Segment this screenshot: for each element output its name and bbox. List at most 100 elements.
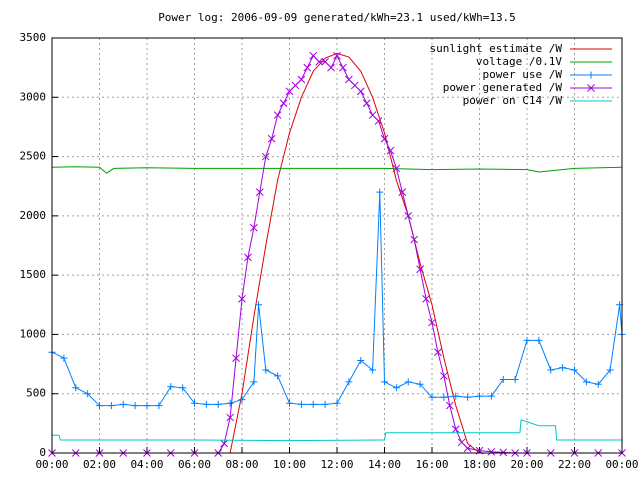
point-marker <box>333 399 341 407</box>
point-marker <box>345 378 353 386</box>
point-marker <box>238 295 246 303</box>
point-marker <box>357 357 365 365</box>
x-tick-label: 00:00 <box>35 458 68 471</box>
point-marker <box>451 425 460 434</box>
point-marker <box>191 399 198 407</box>
point-marker <box>362 99 371 108</box>
x-tick-label: 02:00 <box>83 458 116 471</box>
y-tick-label: 0 <box>39 446 46 459</box>
y-tick-label: 3500 <box>20 31 47 44</box>
point-marker <box>333 51 341 60</box>
point-marker <box>96 402 103 410</box>
y-tick-label: 500 <box>26 387 46 400</box>
x-tick-label: 00:00 <box>605 458 638 471</box>
point-marker <box>309 51 318 60</box>
point-marker <box>392 164 401 173</box>
point-marker <box>119 400 127 408</box>
point-marker <box>547 366 555 374</box>
point-marker <box>155 402 163 410</box>
point-marker <box>285 87 294 96</box>
point-marker <box>274 372 282 380</box>
x-tick-label: 18:00 <box>463 458 496 471</box>
point-marker <box>428 318 436 327</box>
point-marker <box>297 75 306 84</box>
point-marker <box>434 348 442 357</box>
point-marker <box>369 366 377 374</box>
legend-label: sunlight estimate /W <box>430 42 563 55</box>
point-marker <box>179 384 187 392</box>
point-marker <box>422 295 430 303</box>
x-tick-label: 14:00 <box>368 458 401 471</box>
point-marker <box>315 57 324 66</box>
x-tick-label: 06:00 <box>178 458 211 471</box>
point-marker <box>303 63 312 72</box>
point-marker <box>376 188 384 196</box>
x-tick-label: 08:00 <box>225 458 258 471</box>
point-marker <box>226 399 234 407</box>
point-marker <box>392 384 400 392</box>
point-marker <box>452 392 460 400</box>
y-tick-label: 1500 <box>20 268 47 281</box>
point-marker <box>167 383 175 391</box>
x-tick-label: 04:00 <box>130 458 163 471</box>
series-line <box>51 192 623 407</box>
point-marker <box>60 354 68 362</box>
legend-marker <box>587 84 595 92</box>
x-tick-label: 20:00 <box>510 458 543 471</box>
point-marker <box>202 400 210 408</box>
point-marker <box>404 378 412 386</box>
legend-marker <box>587 71 595 79</box>
point-marker <box>476 392 483 400</box>
point-marker <box>286 399 293 407</box>
point-marker <box>445 401 454 410</box>
point-marker <box>464 393 472 401</box>
point-marker <box>131 402 139 410</box>
point-marker <box>606 366 614 374</box>
point-marker <box>487 392 495 400</box>
point-marker <box>380 134 389 143</box>
point-marker <box>381 378 388 386</box>
point-marker <box>273 111 282 119</box>
y-tick-label: 2500 <box>20 150 47 163</box>
point-marker <box>143 402 151 410</box>
x-tick-label: 12:00 <box>320 458 353 471</box>
point-marker <box>410 235 419 244</box>
point-marker <box>511 375 519 383</box>
plot-border <box>51 37 623 454</box>
point-marker <box>374 117 383 125</box>
point-marker <box>220 439 229 448</box>
x-tick-label: 22:00 <box>558 458 591 471</box>
point-marker <box>291 81 300 90</box>
legend-label: voltage /0.1V <box>476 55 562 68</box>
point-marker <box>487 447 496 456</box>
point-marker <box>214 400 222 408</box>
point-marker <box>261 152 270 161</box>
x-tick-label: 16:00 <box>415 458 448 471</box>
point-marker <box>594 380 602 388</box>
point-marker <box>279 99 288 108</box>
point-marker <box>250 378 258 386</box>
point-marker <box>309 400 317 408</box>
point-marker <box>244 253 252 262</box>
legend-label: power use /W <box>483 68 563 81</box>
point-marker <box>84 390 92 398</box>
legend-label: power on C14 /W <box>463 94 563 107</box>
point-marker <box>267 134 276 143</box>
point-marker <box>356 87 365 96</box>
point-marker <box>255 301 263 309</box>
point-marker <box>499 448 508 457</box>
point-marker <box>523 336 531 344</box>
point-marker <box>440 372 448 380</box>
point-marker <box>262 366 270 374</box>
legend-label: power generated /W <box>443 81 563 94</box>
point-marker <box>72 384 80 392</box>
x-tick-label: 10:00 <box>273 458 306 471</box>
point-marker <box>107 402 115 410</box>
series-line <box>51 166 623 174</box>
point-marker <box>386 146 395 155</box>
point-marker <box>499 375 507 383</box>
y-tick-label: 1000 <box>20 327 47 340</box>
point-marker <box>571 366 578 374</box>
